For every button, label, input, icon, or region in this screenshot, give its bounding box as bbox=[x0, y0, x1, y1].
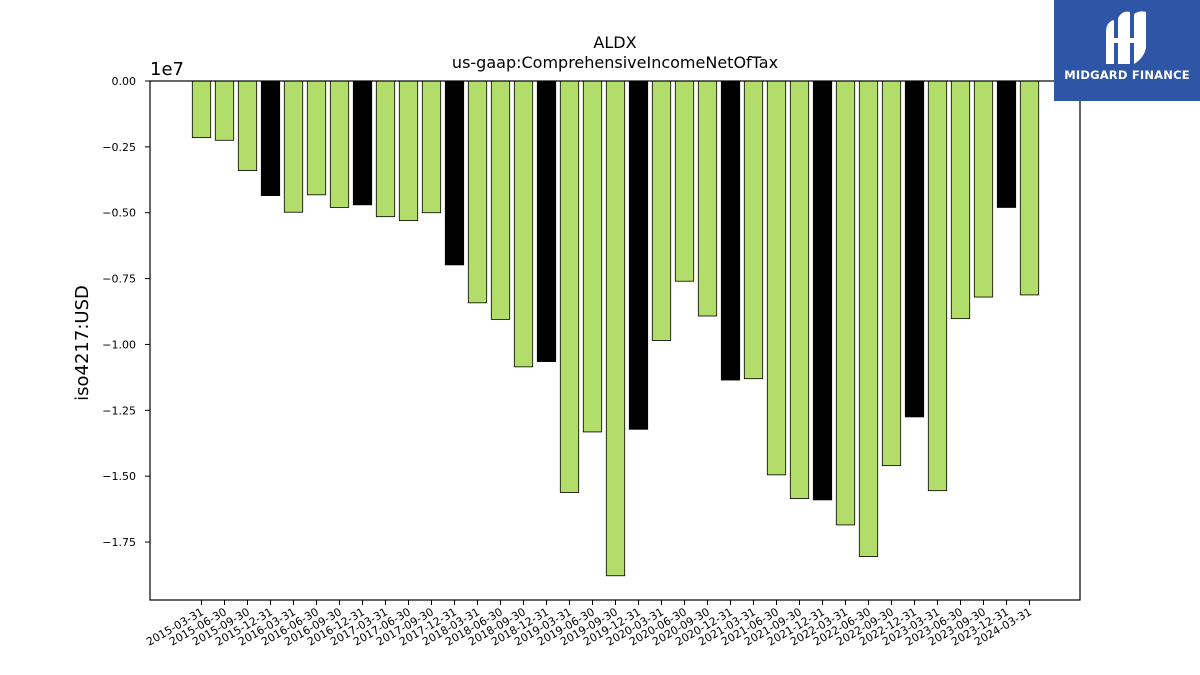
bar-2020-06-30 bbox=[674, 80, 695, 282]
brand-name: MIDGARD FINANCE bbox=[1064, 68, 1190, 82]
bar-2015-06-30 bbox=[214, 80, 235, 141]
bar-2023-12-31 bbox=[996, 80, 1017, 208]
bar-2018-06-30 bbox=[490, 80, 511, 320]
bar-2016-06-30 bbox=[306, 80, 327, 196]
y-tick-label: −1.50 bbox=[102, 470, 136, 483]
bar-2023-03-31 bbox=[927, 80, 948, 492]
y-offset-label: 1e7 bbox=[150, 59, 184, 80]
bar-2017-03-31 bbox=[375, 80, 396, 218]
bar-2015-03-31 bbox=[191, 80, 212, 139]
bar-2018-09-30 bbox=[513, 80, 534, 368]
bar-2015-12-31 bbox=[260, 80, 281, 197]
chart-title: ALDX bbox=[593, 33, 636, 52]
y-tick-label: 0.00 bbox=[112, 75, 137, 88]
bar-2022-03-31 bbox=[835, 80, 856, 526]
bars-group bbox=[191, 80, 1040, 577]
bar-2021-12-31 bbox=[812, 80, 833, 501]
bar-2021-06-30 bbox=[766, 80, 787, 476]
bar-2023-09-30 bbox=[973, 80, 994, 298]
bar-2016-12-31 bbox=[352, 80, 373, 206]
bar-2019-12-31 bbox=[628, 80, 649, 430]
logo-mark-icon bbox=[1106, 11, 1146, 65]
bar-2018-12-31 bbox=[536, 80, 557, 362]
y-tick-label: −0.75 bbox=[102, 273, 136, 286]
bar-2017-06-30 bbox=[398, 80, 419, 222]
chart-subtitle: us-gaap:ComprehensiveIncomeNetOfTax bbox=[452, 53, 778, 72]
brand-logo: MIDGARD FINANCE bbox=[1054, 0, 1200, 101]
bar-2023-06-30 bbox=[950, 80, 971, 320]
y-tick-label: −1.00 bbox=[102, 338, 136, 351]
bar-2021-03-31 bbox=[743, 80, 764, 380]
y-axis-label: iso4217:USD bbox=[72, 285, 93, 401]
bar-2017-09-30 bbox=[421, 80, 442, 214]
bar-2016-09-30 bbox=[329, 80, 350, 208]
y-tick-label: −1.25 bbox=[102, 404, 136, 417]
y-tick-label: −1.75 bbox=[102, 536, 136, 549]
bar-2022-12-31 bbox=[904, 80, 925, 418]
bar-2022-09-30 bbox=[881, 80, 902, 467]
bar-2024-03-31 bbox=[1019, 80, 1040, 296]
bar-2019-09-30 bbox=[605, 80, 626, 577]
plot-frame bbox=[149, 80, 1081, 601]
bar-2018-03-31 bbox=[467, 80, 488, 304]
y-tick-label: −0.50 bbox=[102, 207, 136, 220]
bar-2019-06-30 bbox=[582, 80, 603, 433]
y-ticks-group: 0.00 −0.25 −0.50 −0.75 −1.00 −1.25 −1.50 −1.75 bbox=[102, 75, 150, 549]
bar-2015-09-30 bbox=[237, 80, 258, 171]
x-ticks-group: 2015-03-312015-06-302015-09-302015-12-31… bbox=[144, 600, 1034, 649]
bar-2020-09-30 bbox=[697, 80, 718, 317]
bar-2022-06-30 bbox=[858, 80, 879, 557]
bar-2017-12-31 bbox=[444, 80, 465, 266]
bar-2020-03-31 bbox=[651, 80, 672, 341]
bar-2016-03-31 bbox=[283, 80, 304, 213]
bar-2020-12-31 bbox=[720, 80, 741, 381]
y-tick-label: −0.25 bbox=[102, 141, 136, 154]
bar-2021-09-30 bbox=[789, 80, 810, 499]
bar-2019-03-31 bbox=[559, 80, 580, 493]
